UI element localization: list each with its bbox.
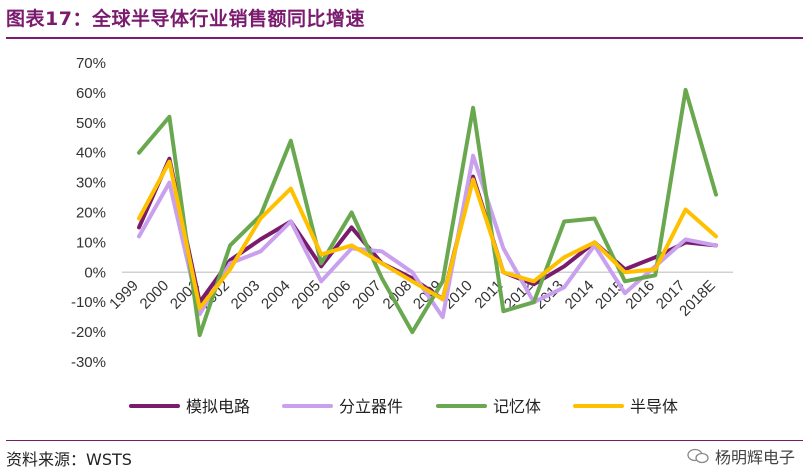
y-tick-label: 0% bbox=[84, 264, 106, 281]
y-tick-label: 70% bbox=[76, 55, 106, 72]
wechat-icon bbox=[687, 448, 709, 464]
axis-layer: 70%60%50%40%30%20%10%0%-10%-20%-30%19992… bbox=[71, 55, 733, 371]
series-line bbox=[137, 159, 718, 311]
y-tick-label: -20% bbox=[71, 324, 106, 341]
line-chart: 70%60%50%40%30%20%10%0%-10%-20%-30%19992… bbox=[71, 55, 733, 416]
watermark-text: 杨明辉电子 bbox=[714, 448, 795, 467]
legend: 模拟电路 分立器件 记忆体 半导体 bbox=[129, 397, 678, 416]
y-tick-label: -10% bbox=[71, 294, 106, 311]
legend-entry: 分立器件 bbox=[339, 397, 403, 416]
y-tick-label: 40% bbox=[76, 145, 106, 162]
y-tick-label: 10% bbox=[76, 234, 106, 251]
legend-entry: 模拟电路 bbox=[186, 397, 250, 416]
y-tick-label: 50% bbox=[76, 115, 106, 132]
legend-entry: 记忆体 bbox=[493, 397, 541, 416]
series-line bbox=[137, 87, 718, 338]
watermark: 杨明辉电子 bbox=[687, 444, 795, 468]
y-tick-label: -30% bbox=[71, 354, 106, 371]
legend-entry: 半导体 bbox=[630, 397, 678, 416]
y-tick-label: 60% bbox=[76, 85, 106, 102]
figure-title: 图表17：全球半导体行业销售额同比增速 bbox=[6, 8, 365, 30]
x-tick-label: 2007 bbox=[349, 277, 385, 313]
x-tick-label: 2006 bbox=[319, 277, 355, 313]
x-tick-label: 2004 bbox=[258, 277, 294, 313]
x-tick-label: 2015 bbox=[592, 277, 628, 313]
footer-rule bbox=[6, 440, 803, 441]
source-note: 资料来源：WSTS bbox=[6, 450, 132, 469]
x-tick-label: 2003 bbox=[228, 277, 264, 313]
y-tick-label: 20% bbox=[76, 205, 106, 222]
x-tick-label: 1999 bbox=[106, 277, 142, 313]
title-rule bbox=[6, 37, 803, 39]
series-layer bbox=[137, 87, 718, 338]
x-tick-label: 2000 bbox=[137, 277, 173, 313]
x-tick-label: 2005 bbox=[288, 277, 324, 313]
y-tick-label: 30% bbox=[76, 175, 106, 192]
